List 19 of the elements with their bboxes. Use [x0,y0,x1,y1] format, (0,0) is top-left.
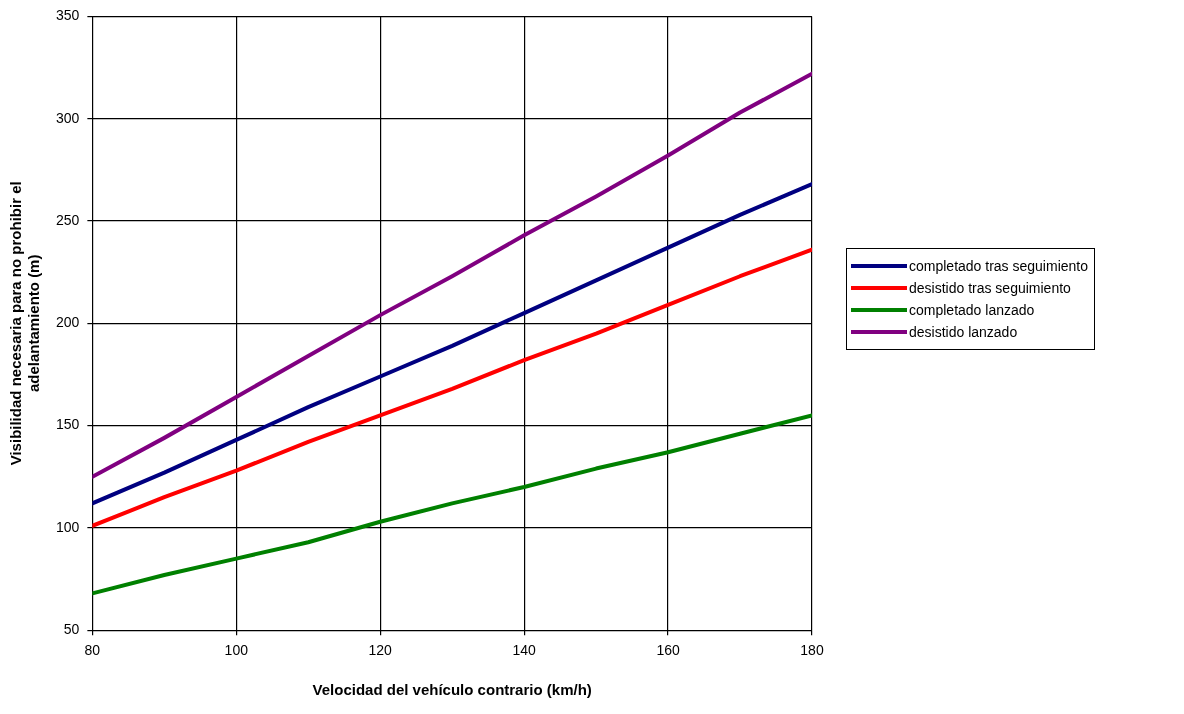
x-tick-label: 160 [656,642,680,659]
legend-label: completado tras seguimiento [909,258,1088,274]
y-tick-label: 200 [56,314,80,331]
y-tick-label: 250 [56,211,80,228]
x-tick-label: 100 [224,642,249,659]
x-tick-label: 140 [512,642,537,659]
x-tick-label: 180 [800,642,824,659]
y-axis-title: Visibilidad necesaria para no prohibir el adelantamiento (m) [7,181,43,466]
y-tick-label: 100 [56,518,80,535]
legend-label: desistido tras seguimiento [909,280,1071,296]
y-tick-label: 350 [56,7,80,24]
legend-label: desistido lanzado [909,324,1018,340]
y-tick-label: 300 [56,109,80,126]
x-tick-label: 120 [368,642,393,659]
legend-label: completado lanzado [909,302,1035,318]
y-tick-label: 150 [56,416,80,433]
y-tick-label: 50 [63,621,80,638]
x-axis-title: Velocidad del vehículo contrario (km/h) [312,681,592,699]
x-tick-label: 80 [84,642,101,659]
